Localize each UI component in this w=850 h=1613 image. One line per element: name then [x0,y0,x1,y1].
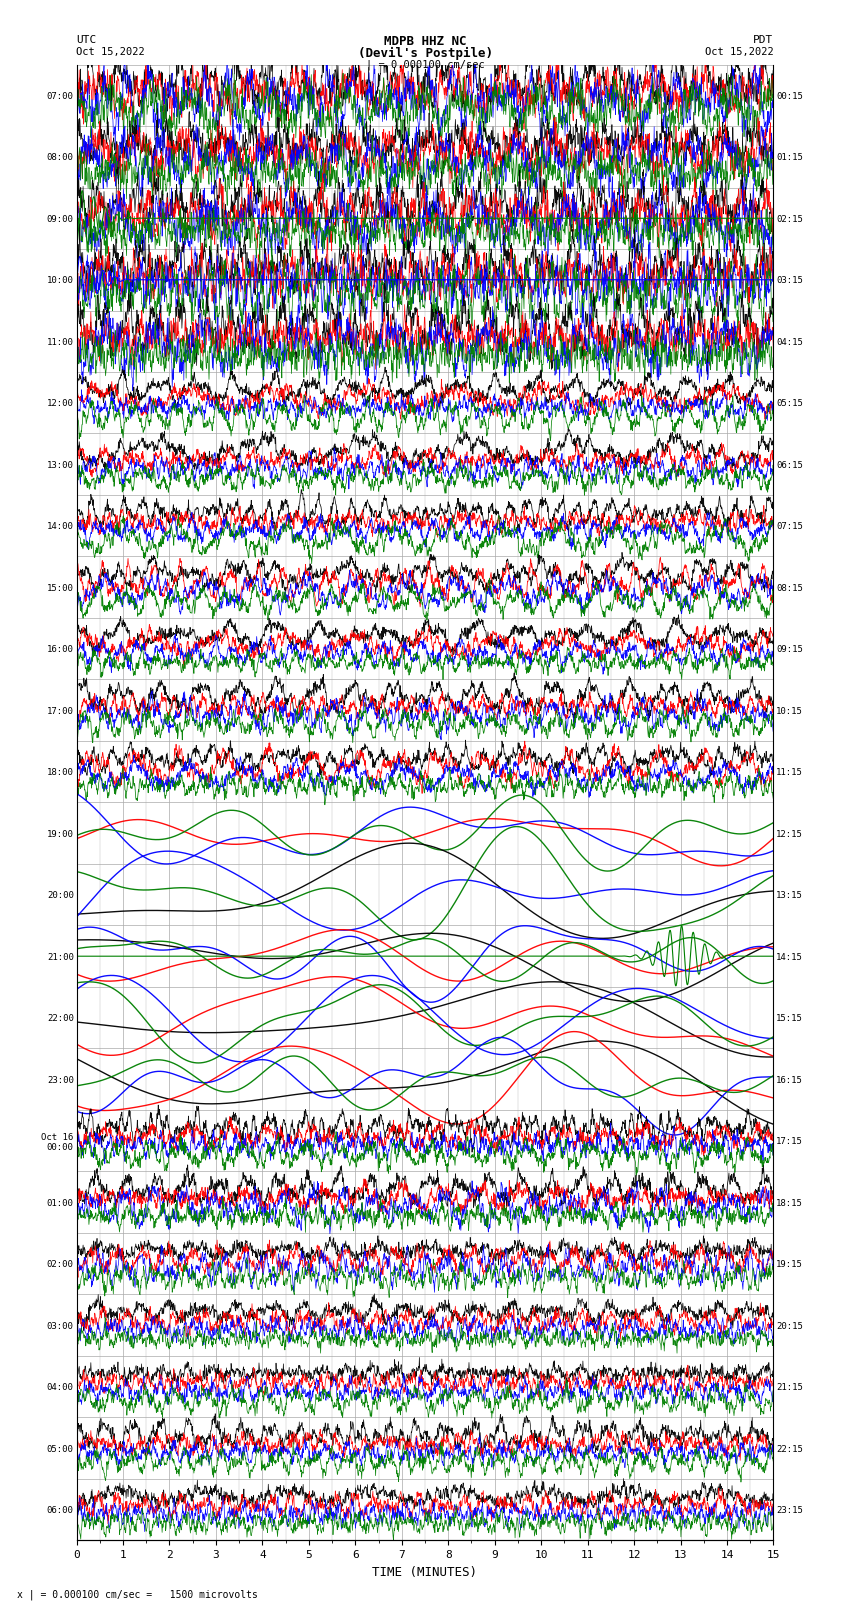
Text: UTC: UTC [76,35,97,45]
Text: | = 0.000100 cm/sec: | = 0.000100 cm/sec [366,60,484,71]
Text: Oct 15,2022: Oct 15,2022 [76,47,145,56]
X-axis label: TIME (MINUTES): TIME (MINUTES) [372,1566,478,1579]
Text: (Devil's Postpile): (Devil's Postpile) [358,47,492,60]
Text: x | = 0.000100 cm/sec =   1500 microvolts: x | = 0.000100 cm/sec = 1500 microvolts [17,1589,258,1600]
Text: Oct 15,2022: Oct 15,2022 [705,47,774,56]
Text: PDT: PDT [753,35,774,45]
Text: MDPB HHZ NC: MDPB HHZ NC [383,35,467,48]
